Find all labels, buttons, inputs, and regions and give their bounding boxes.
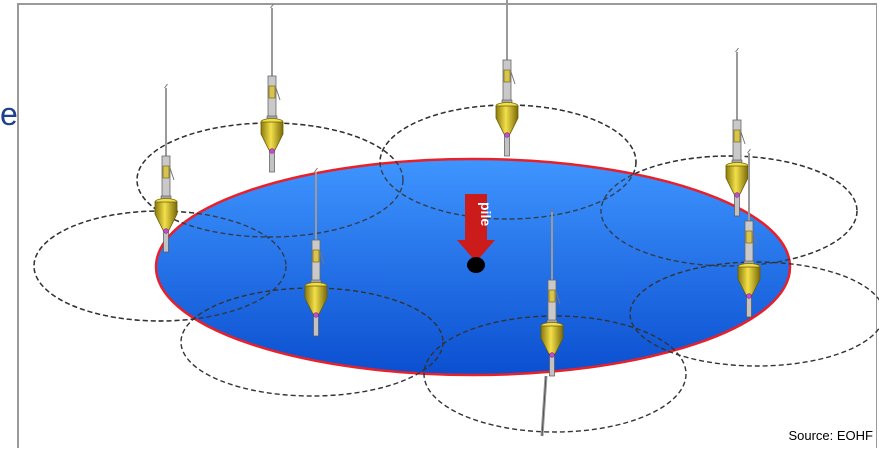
monitoring-buoy — [154, 83, 178, 253]
image-frame — [17, 3, 877, 448]
pile-marker — [467, 257, 485, 273]
monitoring-buoy — [725, 47, 749, 217]
edge-text-fragment: e — [0, 96, 18, 132]
detection-range-ring — [180, 287, 444, 397]
pile-label: pile — [478, 202, 494, 226]
monitoring-buoy — [260, 3, 284, 173]
monitoring-buoy — [495, 0, 519, 157]
source-caption: Source: EOHF — [788, 428, 873, 443]
pile-arrow: pile — [457, 194, 495, 262]
detection-range-ring — [629, 261, 879, 367]
detection-range-ring — [423, 315, 687, 433]
